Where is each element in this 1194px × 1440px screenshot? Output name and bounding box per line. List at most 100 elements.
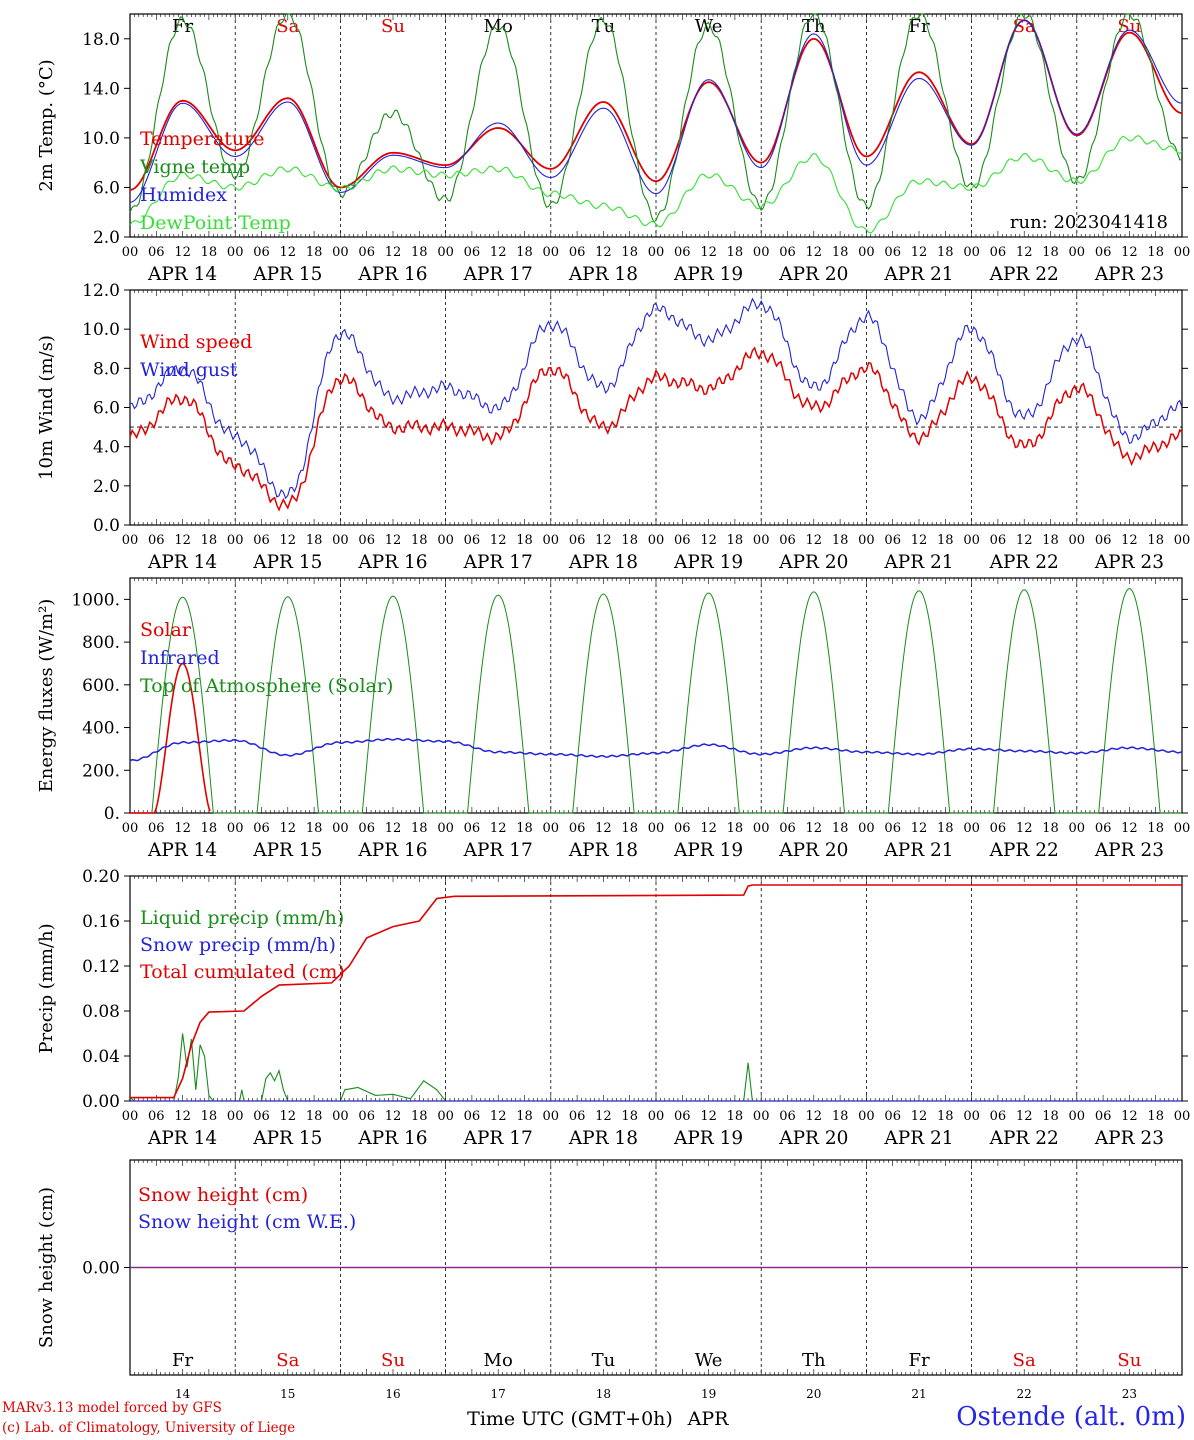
date-label: APR 18 bbox=[568, 840, 638, 861]
hour-tick-label: 06 bbox=[779, 533, 796, 548]
hour-tick-label: 12 bbox=[806, 821, 823, 836]
hour-tick-label: 18 bbox=[306, 821, 323, 836]
hour-tick-label: 06 bbox=[884, 821, 901, 836]
y-tick-label: 2.0 bbox=[93, 228, 120, 248]
hour-tick-label: 12 bbox=[911, 821, 928, 836]
hour-tick-label: 12 bbox=[280, 821, 297, 836]
hour-tick-label: 06 bbox=[779, 821, 796, 836]
hour-tick-label: 06 bbox=[1095, 245, 1112, 260]
lab-credit: (c) Lab. of Climatology, University of L… bbox=[2, 1420, 296, 1436]
hour-tick-label: 18 bbox=[411, 533, 428, 548]
hour-tick-label: 18 bbox=[411, 1109, 428, 1124]
weekday-label: Mo bbox=[484, 16, 513, 37]
y-tick-label: 200. bbox=[82, 761, 120, 781]
date-label: APR 19 bbox=[673, 264, 743, 285]
date-label: APR 23 bbox=[1094, 552, 1164, 573]
hour-tick-label: 06 bbox=[1095, 821, 1112, 836]
date-label: APR 14 bbox=[147, 1128, 217, 1149]
hour-tick-label: 06 bbox=[569, 245, 586, 260]
hour-tick-label: 12 bbox=[911, 245, 928, 260]
hour-tick-label: 00 bbox=[543, 533, 560, 548]
y-tick-label: 14.0 bbox=[82, 79, 120, 99]
hour-tick-label: 12 bbox=[1016, 1109, 1033, 1124]
weekday-label-bottom: Su bbox=[381, 1350, 405, 1371]
y-tick-label: 1000. bbox=[71, 590, 120, 610]
hour-tick-label: 00 bbox=[1174, 821, 1191, 836]
series-line-wind-gust bbox=[129, 297, 1183, 500]
hour-tick-label: 12 bbox=[1121, 245, 1138, 260]
day-number-label: 15 bbox=[280, 1387, 295, 1401]
y-tick-label: 4.0 bbox=[93, 438, 120, 458]
hour-tick-label: 00 bbox=[332, 821, 349, 836]
hour-tick-label: 06 bbox=[674, 821, 691, 836]
hour-tick-label: 00 bbox=[963, 533, 980, 548]
weekday-label-bottom: We bbox=[695, 1350, 723, 1371]
hour-tick-label: 00 bbox=[753, 245, 770, 260]
hour-tick-label: 00 bbox=[543, 1109, 560, 1124]
hour-tick-label: 18 bbox=[1147, 1109, 1164, 1124]
y-tick-label: 0.04 bbox=[82, 1047, 120, 1067]
weekday-label-bottom: Fr bbox=[172, 1350, 193, 1371]
hour-tick-label: 12 bbox=[911, 1109, 928, 1124]
hour-tick-label: 06 bbox=[253, 245, 270, 260]
hour-tick-label: 18 bbox=[1042, 245, 1059, 260]
hour-tick-label: 12 bbox=[595, 533, 612, 548]
hour-tick-label: 00 bbox=[1174, 1109, 1191, 1124]
y-axis-label: Precip (mm/h) bbox=[36, 923, 57, 1053]
hour-tick-label: 06 bbox=[464, 533, 481, 548]
hour-tick-label: 06 bbox=[779, 1109, 796, 1124]
date-label: APR 14 bbox=[147, 264, 217, 285]
y-tick-label: 0.00 bbox=[82, 1092, 120, 1112]
hour-tick-label: 00 bbox=[122, 821, 139, 836]
hour-tick-label: 06 bbox=[253, 533, 270, 548]
date-label: APR 21 bbox=[883, 840, 953, 861]
weekday-label: Fr bbox=[908, 16, 929, 37]
y-tick-label: 0.16 bbox=[82, 912, 120, 932]
hour-tick-label: 00 bbox=[437, 245, 454, 260]
hour-tick-label: 00 bbox=[648, 245, 665, 260]
hour-tick-label: 00 bbox=[1069, 533, 1086, 548]
hour-tick-label: 06 bbox=[358, 821, 375, 836]
hour-tick-label: 18 bbox=[516, 821, 533, 836]
hour-tick-label: 18 bbox=[201, 533, 218, 548]
weekday-label: Su bbox=[381, 16, 405, 37]
legend-entry-vigne-temp: Vigne temp bbox=[139, 156, 250, 178]
hour-tick-label: 12 bbox=[806, 533, 823, 548]
date-label: APR 19 bbox=[673, 552, 743, 573]
hour-tick-label: 18 bbox=[1147, 245, 1164, 260]
date-label: APR 20 bbox=[778, 264, 848, 285]
weekday-label: We bbox=[695, 16, 723, 37]
hour-tick-label: 12 bbox=[1016, 533, 1033, 548]
hour-tick-label: 18 bbox=[937, 1109, 954, 1124]
y-tick-label: 0.00 bbox=[82, 1259, 120, 1279]
day-number-label: 21 bbox=[911, 1387, 926, 1401]
weekday-label: Sa bbox=[1013, 16, 1036, 37]
date-label: APR 18 bbox=[568, 552, 638, 573]
legend-entry-humidex: Humidex bbox=[140, 184, 227, 206]
hour-tick-label: 18 bbox=[201, 821, 218, 836]
y-tick-label: 0. bbox=[104, 804, 120, 824]
hour-tick-label: 18 bbox=[832, 245, 849, 260]
hour-tick-label: 00 bbox=[437, 533, 454, 548]
hour-tick-label: 06 bbox=[990, 533, 1007, 548]
weekday-label-bottom: Su bbox=[1117, 1350, 1141, 1371]
hour-tick-label: 00 bbox=[1174, 533, 1191, 548]
hour-tick-label: 06 bbox=[884, 533, 901, 548]
y-axis-label: Energy fluxes (W/m²) bbox=[36, 599, 57, 793]
date-label: APR 21 bbox=[883, 1128, 953, 1149]
hour-tick-label: 12 bbox=[1121, 1109, 1138, 1124]
hour-tick-label: 18 bbox=[1147, 821, 1164, 836]
date-label: APR 20 bbox=[778, 552, 848, 573]
date-label: APR 15 bbox=[252, 552, 322, 573]
date-label: APR 14 bbox=[147, 840, 217, 861]
hour-tick-label: 00 bbox=[648, 533, 665, 548]
model-credit: MARv3.13 model forced by GFS bbox=[2, 1400, 222, 1416]
hour-tick-label: 18 bbox=[306, 533, 323, 548]
hour-tick-label: 18 bbox=[727, 821, 744, 836]
hour-tick-label: 18 bbox=[937, 533, 954, 548]
hour-tick-label: 12 bbox=[806, 245, 823, 260]
hour-tick-label: 06 bbox=[884, 245, 901, 260]
series-line-total-cumulated-cm- bbox=[130, 884, 1182, 1099]
hour-tick-label: 18 bbox=[1042, 533, 1059, 548]
hour-tick-label: 00 bbox=[1069, 1109, 1086, 1124]
